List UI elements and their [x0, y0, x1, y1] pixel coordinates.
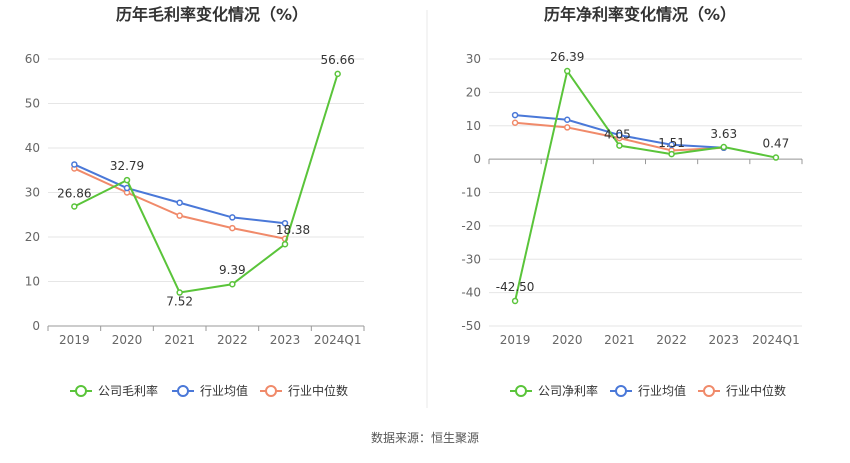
data-point[interactable] — [668, 141, 675, 149]
data-point[interactable] — [564, 116, 571, 123]
legend-swatch-marker — [703, 385, 715, 397]
y-tick-label: 10 — [466, 119, 481, 133]
data-label: 26.86 — [57, 186, 91, 200]
data-point[interactable] — [229, 224, 236, 232]
y-tick-label: 40 — [25, 141, 40, 155]
y-tick-label: 30 — [25, 186, 40, 200]
legend-swatch-marker — [515, 385, 527, 397]
y-tick-label: 20 — [466, 85, 481, 99]
y-tick-label: 30 — [466, 52, 481, 66]
legend-swatch-marker — [265, 385, 277, 397]
y-tick-label: -30 — [461, 252, 481, 266]
x-tick-label: 2020 — [112, 333, 143, 347]
y-tick-label: 0 — [32, 319, 40, 333]
data-point[interactable] — [668, 150, 675, 158]
data-point[interactable] — [123, 184, 131, 192]
x-tick-label: 2023 — [708, 333, 739, 347]
x-tick-label: 2024Q1 — [314, 333, 362, 347]
x-tick-label: 2021 — [604, 333, 635, 347]
data-label: 18.38 — [276, 223, 310, 237]
series-line-0 — [514, 70, 777, 302]
legend-swatch-marker — [615, 385, 627, 397]
data-source: 数据来源：恒生聚源 — [370, 431, 479, 445]
legend-item[interactable]: 行业均值 — [200, 383, 248, 398]
x-tick-label: 2019 — [500, 333, 531, 347]
x-tick-label: 2020 — [552, 333, 583, 347]
data-point[interactable] — [176, 289, 183, 296]
data-point[interactable] — [281, 240, 289, 248]
x-tick-label: 2024Q1 — [752, 333, 800, 347]
y-tick-label: 0 — [473, 152, 481, 166]
data-point[interactable] — [281, 219, 289, 227]
x-tick-label: 2019 — [59, 333, 90, 347]
y-tick-label: 10 — [25, 275, 40, 289]
series-line-0 — [73, 73, 339, 294]
data-label: 26.39 — [550, 50, 584, 64]
chart-1: 历年毛利率变化情况（%） 0 10 20 30 40 50 60 2019 2020 2021 202… — [25, 5, 365, 398]
data-point[interactable] — [176, 199, 183, 206]
data-point[interactable] — [511, 297, 519, 305]
legend-item[interactable]: 行业中位数 — [726, 383, 786, 398]
data-point[interactable] — [334, 70, 341, 78]
y-tick-label: 60 — [25, 52, 40, 66]
data-label: 4.05 — [604, 128, 631, 142]
data-label: -42.50 — [496, 280, 535, 294]
legend-item[interactable]: 公司毛利率 — [98, 383, 158, 398]
chart-2: 历年净利率变化情况（%） -50 -40 -30 -20 -10 0 10 20 30 2019 20… — [461, 5, 803, 398]
y-tick-label: -20 — [461, 219, 481, 233]
data-point[interactable] — [564, 124, 571, 131]
legend-swatch-marker — [75, 385, 87, 397]
y-tick-label: -40 — [461, 286, 481, 300]
chart-title: 历年毛利率变化情况（%） — [116, 5, 308, 24]
legend-item[interactable]: 公司净利率 — [538, 383, 598, 398]
data-label: 7.52 — [166, 295, 193, 309]
y-tick-label: -10 — [461, 186, 481, 200]
data-point[interactable] — [123, 176, 131, 184]
x-tick-label: 2023 — [270, 333, 301, 347]
data-point[interactable] — [229, 280, 236, 288]
data-point[interactable] — [564, 67, 571, 75]
y-tick-label: 20 — [25, 230, 40, 244]
data-point[interactable] — [616, 142, 623, 149]
data-label: 9.39 — [219, 263, 246, 277]
data-label: 0.47 — [763, 137, 790, 151]
legend-swatch-marker — [177, 385, 189, 397]
data-label: 1.51 — [658, 136, 685, 150]
data-point[interactable] — [71, 161, 78, 168]
data-point[interactable] — [176, 212, 183, 219]
y-tick-label: 50 — [25, 97, 40, 111]
data-label: 3.63 — [710, 127, 737, 141]
data-point[interactable] — [511, 111, 519, 119]
x-tick-label: 2021 — [164, 333, 195, 347]
chart-title: 历年净利率变化情况（%） — [544, 5, 736, 24]
data-point[interactable] — [720, 143, 727, 151]
data-point[interactable] — [71, 203, 78, 210]
data-label: 32.79 — [110, 159, 144, 173]
y-tick-label: -50 — [461, 319, 481, 333]
data-label: 56.66 — [320, 53, 354, 67]
data-point[interactable] — [616, 131, 623, 139]
x-tick-label: 2022 — [656, 333, 687, 347]
data-point[interactable] — [229, 214, 236, 221]
data-point[interactable] — [772, 154, 780, 161]
legend-item[interactable]: 行业中位数 — [288, 383, 348, 398]
legend-item[interactable]: 行业均值 — [638, 383, 686, 398]
data-point[interactable] — [511, 119, 519, 126]
x-tick-label: 2022 — [217, 333, 248, 347]
